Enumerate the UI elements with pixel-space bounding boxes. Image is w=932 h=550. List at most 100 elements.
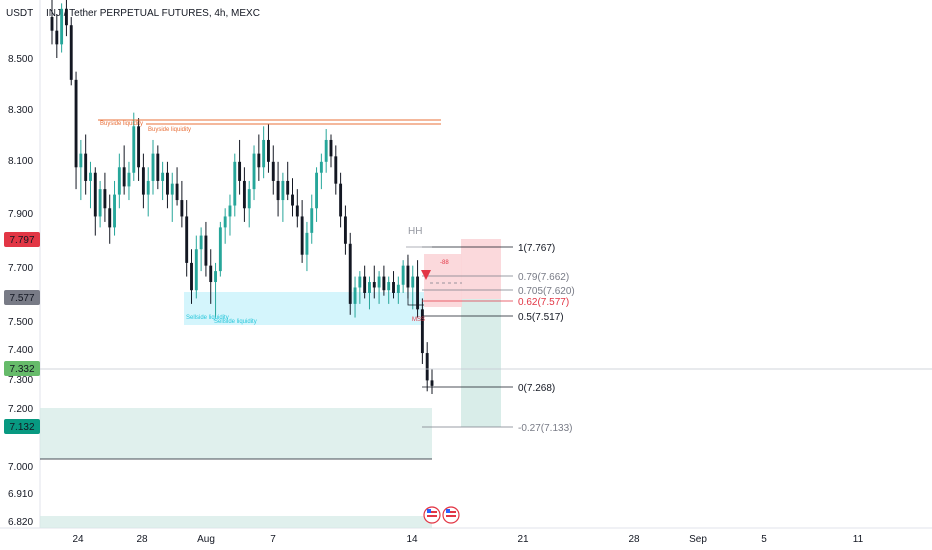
candle-body[interactable] [98,189,102,217]
price-badge [4,232,40,247]
candle-body[interactable] [334,156,338,184]
candle-body[interactable] [411,276,415,288]
candle-body[interactable] [372,282,376,288]
candle-body[interactable] [214,271,217,283]
candle-body[interactable] [242,180,246,209]
candle-body[interactable] [93,172,97,217]
candle-body[interactable] [300,216,304,255]
candle-body[interactable] [382,276,386,291]
time-tick-label: 24 [72,534,84,545]
candle-body[interactable] [103,189,107,209]
candle-body[interactable] [108,208,112,228]
candle-body[interactable] [392,282,395,293]
candle-body[interactable] [257,153,261,168]
sellside-liquidity-zone [184,292,424,325]
candle-body[interactable] [358,276,362,288]
candle-body[interactable] [50,17,54,31]
candle-body[interactable] [315,172,318,209]
candle-body[interactable] [141,167,145,195]
candle-body[interactable] [64,8,68,26]
candle-body[interactable] [305,232,309,255]
candle-body[interactable] [286,180,290,195]
candle-body[interactable] [228,205,232,217]
candle-body[interactable] [329,139,333,157]
candle-body[interactable] [430,380,434,386]
candle-body[interactable] [233,161,237,206]
candle-body[interactable] [166,172,169,195]
candle-body[interactable] [416,276,420,310]
candle-body[interactable] [79,153,83,168]
buyside-label: Buyside liquidity [100,121,143,127]
candle-body[interactable] [271,161,275,181]
candle-body[interactable] [209,265,213,283]
candle-body[interactable] [247,189,251,209]
candle-body[interactable] [117,167,121,195]
candle-body[interactable] [343,216,347,244]
candle-body[interactable] [420,309,424,354]
candle-body[interactable] [396,284,400,293]
candle-body[interactable] [60,8,64,45]
candle-body[interactable] [161,172,165,181]
candle-body[interactable] [74,79,78,168]
candle-body[interactable] [146,180,150,195]
time-tick-label: 14 [406,534,418,545]
candle-body[interactable] [113,194,116,228]
candle-body[interactable] [122,167,126,187]
candle-body[interactable] [89,172,92,181]
fib-level-label: -0.27(7.133) [518,423,572,434]
entry-risk-zone [424,254,462,307]
us-flag-canton-icon [427,509,431,513]
candle-body[interactable] [267,139,270,162]
candle-body[interactable] [425,353,429,381]
candle-body[interactable] [368,282,371,293]
candle-body[interactable] [185,216,189,263]
price-tick-label: 7.000 [8,462,33,473]
price-badge-label: 7.577 [9,293,34,304]
candle-body[interactable] [276,180,280,201]
candle-body[interactable] [199,235,203,250]
candle-body[interactable] [401,265,405,285]
candle-body[interactable] [190,262,193,291]
candle-body[interactable] [223,216,227,228]
candle-body[interactable] [175,183,179,201]
candle-body[interactable] [348,243,352,304]
candle-body[interactable] [262,139,266,168]
price-tick-label: 7.500 [8,317,33,328]
candle-body[interactable] [180,200,184,217]
candle-body[interactable] [218,227,222,272]
price-badge-label: 7.797 [9,235,34,246]
candle-body[interactable] [194,249,198,291]
candle-body[interactable] [324,139,328,162]
candle-body[interactable] [84,153,88,181]
candle-body[interactable] [281,180,285,201]
candle-body[interactable] [55,30,59,45]
candle-body[interactable] [363,276,367,293]
candle-body[interactable] [353,287,357,304]
candle-body[interactable] [137,126,141,168]
candle-body[interactable] [204,235,208,266]
time-tick-label: Sep [689,534,707,545]
candle-body[interactable] [127,172,131,187]
fib-level-label: 0.705(7.620) [518,286,575,297]
candle-body[interactable] [132,126,136,173]
candle-body[interactable] [387,282,391,291]
target-demand-zone [40,408,432,459]
candle-body[interactable] [252,153,256,190]
candle-body[interactable] [238,161,242,181]
candle-body[interactable] [291,194,294,206]
time-tick-label: 11 [853,534,864,545]
candle-body[interactable] [151,153,155,181]
candle-body[interactable] [377,276,381,288]
candle-body[interactable] [170,183,174,195]
candle-body[interactable] [295,205,299,217]
candle-body[interactable] [69,25,73,80]
candle-body[interactable] [310,208,314,233]
candle-body[interactable] [156,153,160,181]
time-tick-label: 21 [517,534,529,545]
price-badge [4,419,40,434]
stop-loss-zone [461,239,501,299]
candle-body[interactable] [319,161,323,173]
us-flag-stripe-icon [446,515,456,517]
candle-body[interactable] [339,183,343,217]
